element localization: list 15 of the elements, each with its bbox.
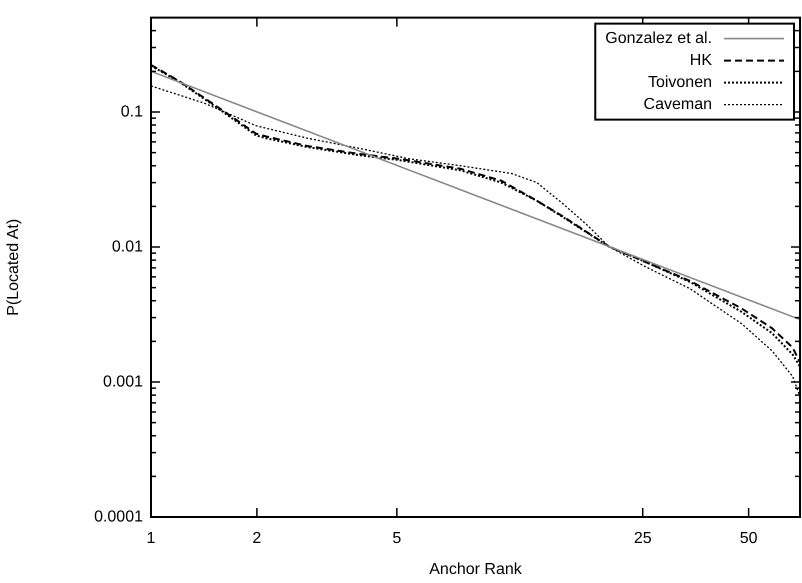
y-axis-title: P(Located At) bbox=[5, 218, 22, 316]
x-tick-label: 50 bbox=[740, 530, 758, 548]
y-tick-label: 0.001 bbox=[102, 373, 144, 390]
x-tick-label: 5 bbox=[392, 530, 402, 548]
legend-label: Caveman bbox=[644, 96, 712, 114]
x-tick-label: 1 bbox=[146, 530, 156, 548]
x-tick-label: 25 bbox=[634, 530, 652, 548]
legend-label: HK bbox=[690, 52, 712, 70]
x-axis-title: Anchor Rank bbox=[429, 560, 523, 578]
y-tick-label: 0.0001 bbox=[94, 508, 144, 526]
y-tick-label: 0.01 bbox=[112, 238, 144, 256]
y-tick-label: 0.1 bbox=[120, 103, 144, 120]
legend-label: Toivonen bbox=[648, 74, 712, 92]
legend-label: Gonzalez et al. bbox=[605, 30, 712, 48]
x-tick-label: 2 bbox=[252, 530, 262, 548]
